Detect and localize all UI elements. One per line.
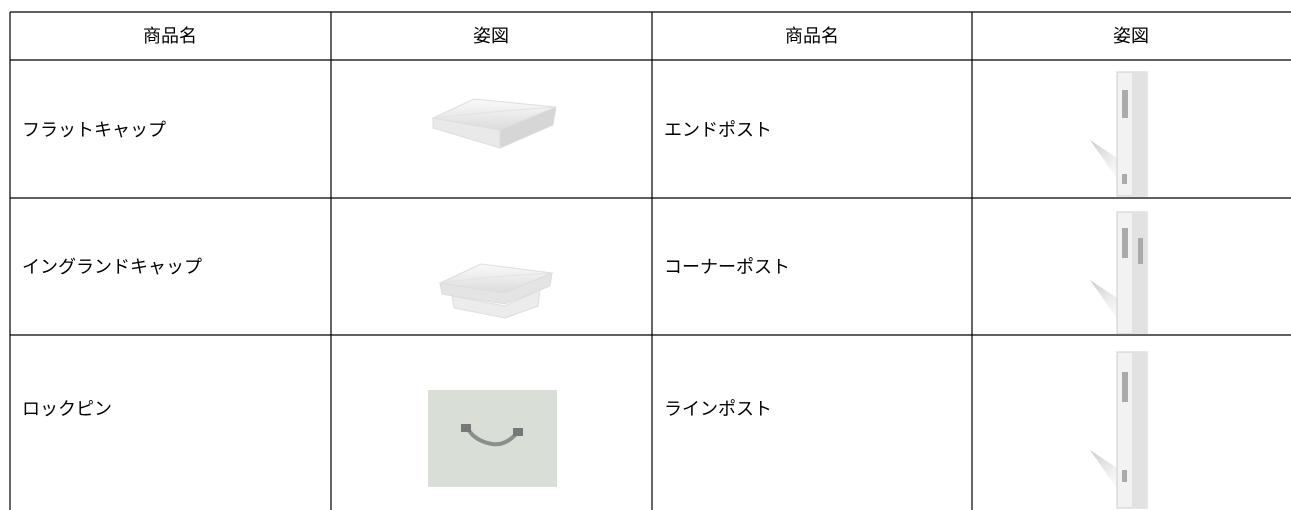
grid-lines xyxy=(9,11,1291,510)
header-cell: 商品名 xyxy=(143,26,197,47)
product-name: イングランドキャップ xyxy=(22,257,202,278)
corner-post-image xyxy=(1090,211,1150,335)
line-post-image xyxy=(1090,351,1150,509)
product-name: ロックピン xyxy=(22,399,112,420)
header-cell: 姿図 xyxy=(473,26,509,47)
product-name: コーナーポスト xyxy=(664,257,790,278)
flat-cap-image xyxy=(431,98,557,149)
lock-pin-image xyxy=(428,390,557,487)
product-name: ラインポスト xyxy=(664,399,772,420)
end-post-image xyxy=(1090,71,1150,197)
header-cell: 姿図 xyxy=(1113,26,1149,47)
product-name: エンドポスト xyxy=(664,120,772,141)
product-name: フラットキャップ xyxy=(22,120,166,141)
header-cell: 商品名 xyxy=(785,26,839,47)
england-cap-image xyxy=(438,263,554,319)
